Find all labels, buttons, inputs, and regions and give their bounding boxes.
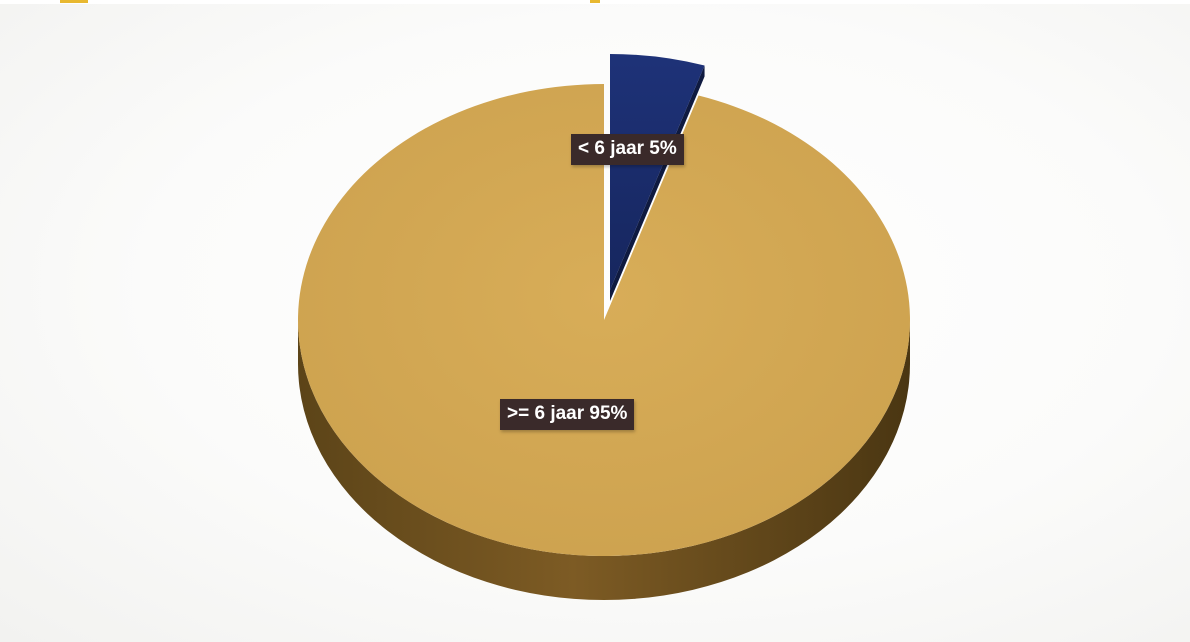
slice-lt-6-jaar-side — [610, 65, 705, 301]
accent-dash — [590, 0, 600, 3]
slice-lt-6-jaar — [610, 54, 705, 290]
slice-gte-6-jaar — [297, 84, 910, 557]
data-label-lt-6-jaar: < 6 jaar 5% — [571, 134, 684, 165]
top-decoration-strip — [0, 0, 1190, 4]
slice-gte-6-jaar-side — [298, 320, 910, 600]
data-label-gte-6-jaar: >= 6 jaar 95% — [500, 399, 635, 430]
accent-dash — [60, 0, 88, 3]
